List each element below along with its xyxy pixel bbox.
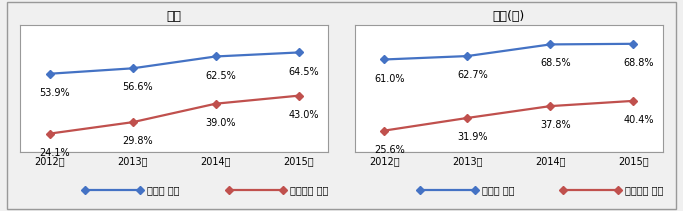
전문인력 비율	[46, 132, 54, 135]
Text: 64.5%: 64.5%	[289, 66, 320, 77]
전문인력 비율	[629, 100, 637, 102]
Title: 대학: 대학	[167, 10, 182, 23]
Text: 정규직 비율: 정규직 비율	[482, 185, 514, 195]
Text: 62.7%: 62.7%	[458, 70, 488, 80]
Text: 24.1%: 24.1%	[40, 148, 70, 158]
Text: 68.8%: 68.8%	[624, 58, 654, 68]
Text: 62.5%: 62.5%	[206, 70, 236, 81]
Text: 25.6%: 25.6%	[374, 145, 405, 155]
Text: 61.0%: 61.0%	[374, 74, 405, 84]
전문인력 비율	[546, 105, 555, 107]
Text: 전문인력 비율: 전문인력 비율	[290, 185, 329, 195]
Text: 53.9%: 53.9%	[40, 88, 70, 98]
정규직 비율	[212, 55, 220, 58]
Title: 출연(연): 출연(연)	[492, 10, 525, 23]
Text: 31.9%: 31.9%	[458, 132, 488, 142]
Text: 29.8%: 29.8%	[123, 136, 153, 146]
정규직 비율	[629, 43, 637, 45]
전문인력 비율	[212, 102, 220, 105]
전문인력 비율	[380, 129, 389, 132]
Line: 정규직 비율: 정규직 비율	[47, 50, 301, 77]
정규직 비율	[546, 43, 555, 46]
Text: 39.0%: 39.0%	[206, 118, 236, 128]
Text: 43.0%: 43.0%	[289, 110, 319, 120]
정규직 비율	[294, 51, 303, 54]
Line: 전문인력 비율: 전문인력 비율	[382, 98, 636, 133]
Text: 전문인력 비율: 전문인력 비율	[625, 185, 663, 195]
전문인력 비율	[463, 117, 471, 119]
Line: 정규직 비율: 정규직 비율	[382, 41, 636, 62]
전문인력 비율	[128, 121, 137, 123]
Text: 37.8%: 37.8%	[540, 120, 571, 130]
전문인력 비율	[294, 94, 303, 97]
Text: 40.4%: 40.4%	[624, 115, 654, 125]
Text: 56.6%: 56.6%	[123, 82, 153, 92]
Text: 68.5%: 68.5%	[540, 58, 571, 69]
Text: 정규직 비율: 정규직 비율	[147, 185, 180, 195]
정규직 비율	[463, 55, 471, 57]
정규직 비율	[46, 73, 54, 75]
Line: 전문인력 비율: 전문인력 비율	[47, 93, 301, 136]
정규직 비율	[380, 58, 389, 61]
정규직 비율	[128, 67, 137, 70]
